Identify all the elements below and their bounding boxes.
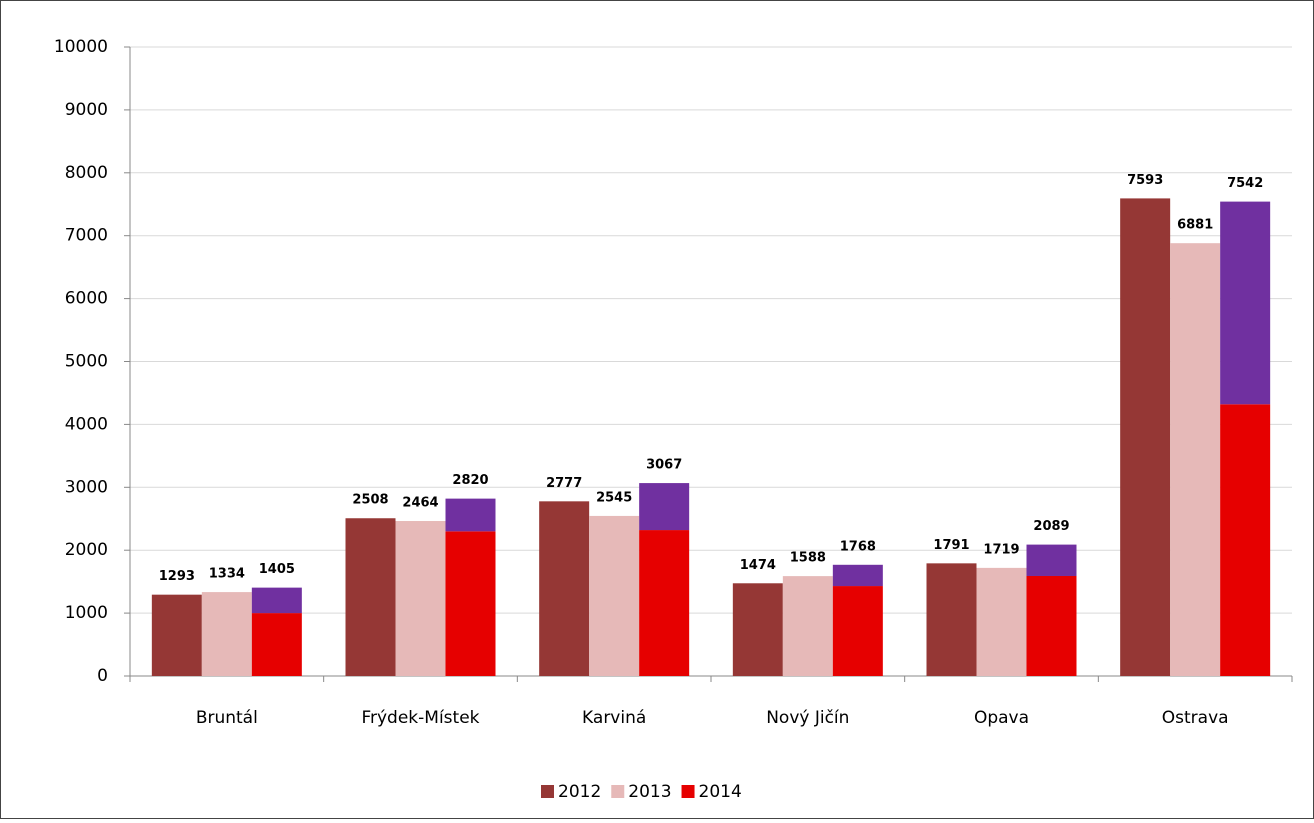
y-tick-label: 3000 xyxy=(65,477,108,497)
data-label: 1334 xyxy=(209,567,245,582)
y-tick-label: 5000 xyxy=(65,352,108,372)
bar xyxy=(832,564,883,587)
bar xyxy=(589,515,640,676)
y-tick-label: 8000 xyxy=(65,163,108,183)
data-label: 1768 xyxy=(840,539,876,554)
x-tick-label: Opava xyxy=(974,708,1029,728)
bar xyxy=(151,594,202,676)
bar xyxy=(1170,243,1221,676)
bar xyxy=(926,563,977,676)
x-tick-label: Karviná xyxy=(582,708,646,728)
y-tick-label: 2000 xyxy=(65,540,108,560)
data-label: 1588 xyxy=(790,551,826,566)
y-tick-label: 1000 xyxy=(65,603,108,623)
bar xyxy=(976,567,1027,676)
y-tick-label: 0 xyxy=(97,666,108,686)
data-label: 1791 xyxy=(933,538,969,553)
legend-label: 2014 xyxy=(699,782,742,802)
data-label: 2820 xyxy=(452,473,488,488)
bar xyxy=(395,521,446,676)
bar xyxy=(445,531,496,676)
bar xyxy=(445,498,496,532)
bar xyxy=(345,518,396,676)
data-label: 1719 xyxy=(983,542,1019,557)
data-label: 7593 xyxy=(1127,173,1163,188)
bar xyxy=(1026,544,1077,576)
data-label: 7542 xyxy=(1227,176,1263,191)
legend-swatch xyxy=(541,785,554,798)
y-tick-label: 10000 xyxy=(54,37,108,57)
legend-label: 2012 xyxy=(558,782,601,802)
y-tick-label: 4000 xyxy=(65,414,108,434)
data-label: 6881 xyxy=(1177,218,1213,233)
y-tick-label: 9000 xyxy=(65,100,108,120)
legend-swatch xyxy=(611,785,625,798)
bar xyxy=(1026,575,1077,676)
legend-swatch xyxy=(681,785,695,798)
bar xyxy=(832,586,883,676)
data-label: 2089 xyxy=(1033,519,1069,534)
x-tick-label: Ostrava xyxy=(1162,708,1229,728)
bar xyxy=(1220,201,1271,405)
bar xyxy=(639,530,690,676)
bar xyxy=(201,592,252,676)
x-tick-label: Nový Jičín xyxy=(766,708,849,728)
data-label: 1474 xyxy=(740,558,776,573)
x-tick-label: Bruntál xyxy=(196,708,258,728)
data-label: 3067 xyxy=(646,458,682,473)
data-label: 2508 xyxy=(352,493,388,508)
legend-label: 2013 xyxy=(628,782,671,802)
x-tick-label: Frýdek-Místek xyxy=(361,708,479,728)
data-label: 1405 xyxy=(259,562,295,577)
y-tick-label: 7000 xyxy=(65,226,108,246)
bar xyxy=(639,483,690,531)
data-label: 2545 xyxy=(596,490,632,505)
data-label: 2777 xyxy=(546,476,582,491)
bar xyxy=(732,583,783,676)
data-label: 2464 xyxy=(402,496,438,511)
bar xyxy=(1220,404,1271,676)
bar xyxy=(1120,198,1171,676)
bar xyxy=(251,613,302,676)
y-tick-label: 6000 xyxy=(65,289,108,309)
data-label: 1293 xyxy=(159,569,195,584)
bar xyxy=(539,501,590,676)
bar xyxy=(251,587,302,614)
bar xyxy=(782,576,833,676)
